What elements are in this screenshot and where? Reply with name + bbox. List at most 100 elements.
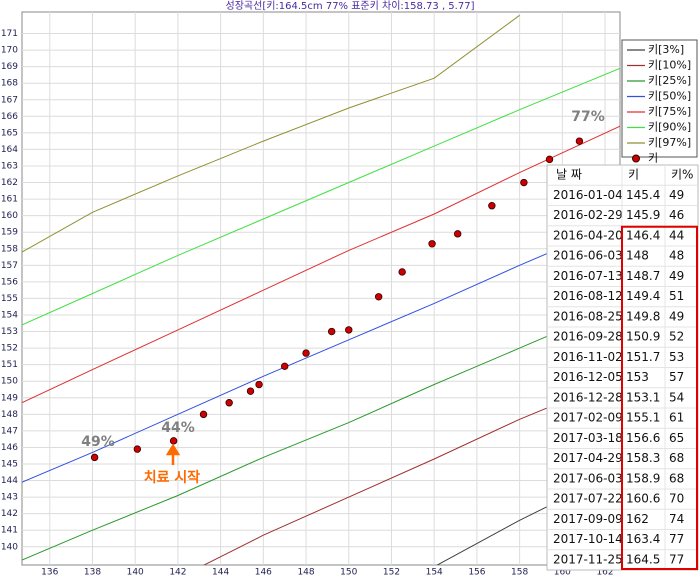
table-header: 키% (671, 168, 693, 182)
y-tick-label: 149 (1, 393, 18, 403)
table-cell: 54 (669, 390, 684, 404)
table-cell: 2017-06-03 (553, 471, 623, 485)
y-tick-label: 156 (1, 277, 18, 287)
y-tick-label: 161 (1, 195, 18, 205)
legend-label: 키[50%] (648, 90, 691, 103)
data-point (302, 349, 310, 357)
percentile-curve (22, 304, 620, 561)
y-tick-label: 164 (1, 145, 18, 155)
table-cell: 145.4 (626, 188, 660, 202)
table-cell: 2017-11-25 (553, 552, 623, 566)
data-point (545, 155, 554, 164)
table-cell: 77 (669, 552, 684, 566)
table-cell: 2016-09-28 (553, 330, 623, 344)
table-cell: 2017-03-18 (553, 431, 623, 445)
percentile-curve (203, 377, 620, 565)
data-point (398, 268, 406, 276)
y-tick-label: 145 (1, 460, 18, 470)
table-cell: 149.8 (626, 309, 660, 323)
table-cell: 70 (669, 492, 684, 506)
data-point (280, 362, 289, 371)
table-header: 날 짜 (556, 168, 582, 182)
y-tick-label: 154 (1, 310, 18, 320)
annotation: 44% (161, 420, 195, 436)
legend-label: 키[10%] (648, 59, 691, 72)
plot-area (21, 11, 621, 566)
table-cell: 2017-10-14 (553, 532, 623, 546)
table-cell: 2017-09-09 (553, 512, 623, 526)
table-cell: 51 (669, 289, 684, 303)
percentile-curve (22, 125, 620, 404)
annotation: 치료 시작 (144, 469, 201, 486)
table-cell: 2016-11-02 (553, 350, 623, 364)
x-tick-label: 136 (41, 568, 58, 578)
y-tick-label: 151 (1, 360, 18, 370)
table-cell: 158.9 (626, 471, 660, 485)
y-tick-label: 157 (1, 261, 18, 271)
y-tick-label: 166 (1, 112, 18, 122)
y-tick-label: 165 (1, 128, 18, 138)
x-tick-label: 140 (127, 568, 144, 578)
table-cell: 53 (669, 350, 684, 364)
y-tick-label: 171 (1, 29, 18, 39)
table-cell: 2016-08-12 (553, 289, 623, 303)
x-tick-label: 142 (169, 568, 186, 578)
x-tick-label: 146 (255, 568, 272, 578)
table-cell: 2016-08-25 (553, 309, 623, 323)
x-tick-label: 160 (554, 568, 571, 578)
y-tick-label: 147 (1, 426, 18, 436)
y-tick-label: 168 (1, 79, 18, 89)
legend-marker (632, 154, 640, 163)
table-cell: 2016-02-29 (553, 208, 623, 222)
x-tick-label: 162 (596, 568, 613, 578)
y-tick-label: 155 (1, 294, 18, 304)
table-cell: 160.6 (626, 492, 660, 506)
table-cell: 148 (626, 249, 649, 263)
table-cell: 68 (669, 471, 684, 485)
table-cell: 151.7 (626, 350, 660, 364)
data-point (246, 387, 255, 395)
table-cell: 145.9 (626, 208, 660, 222)
percentile-curve (22, 221, 620, 483)
legend-label: 키 (648, 152, 658, 165)
data-point (133, 445, 142, 453)
data-point (520, 178, 528, 187)
y-tick-label: 152 (1, 344, 18, 354)
table-cell: 155.1 (626, 411, 660, 425)
table-cell: 2016-12-05 (553, 370, 623, 384)
table-cell: 149.4 (626, 289, 660, 303)
table-cell: 46 (669, 208, 684, 222)
y-tick-label: 142 (1, 509, 18, 519)
table-cell: 163.4 (626, 532, 660, 546)
y-tick-label: 143 (1, 493, 18, 503)
table-header: 키 (628, 168, 639, 182)
data-point (199, 410, 208, 419)
table-cell: 57 (669, 370, 684, 384)
x-tick-label: 158 (511, 568, 528, 578)
table-cell: 153 (626, 370, 649, 384)
table-cell: 2016-06-03 (553, 249, 623, 263)
y-tick-label: 148 (1, 410, 18, 420)
table-cell: 2016-01-04 (553, 188, 623, 202)
table-cell: 48 (669, 249, 684, 263)
y-tick-label: 160 (1, 211, 18, 221)
table-cell: 2016-12-28 (553, 390, 623, 404)
data-point (225, 399, 233, 407)
annotation: 77% (571, 109, 605, 125)
table-cell: 65 (669, 431, 684, 445)
legend-box (621, 39, 698, 158)
chart-title: 성장곡선[키:164.5cm 77% 표준키 차이:158.73 , 5.77] (226, 0, 475, 12)
y-tick-label: 158 (1, 244, 18, 254)
table-cell: 2017-02-09 (553, 411, 623, 425)
table-cell: 52 (669, 330, 684, 344)
table-cell: 68 (669, 451, 684, 465)
legend-label: 키[75%] (648, 105, 691, 118)
legend-label: 키[90%] (648, 121, 691, 134)
y-tick-label: 146 (1, 443, 18, 453)
table-cell: 158.3 (626, 451, 660, 465)
data-point (488, 202, 496, 210)
table-cell: 2016-07-13 (553, 269, 623, 283)
table-cell: 148.7 (626, 269, 660, 283)
table-cell: 150.9 (626, 330, 660, 344)
